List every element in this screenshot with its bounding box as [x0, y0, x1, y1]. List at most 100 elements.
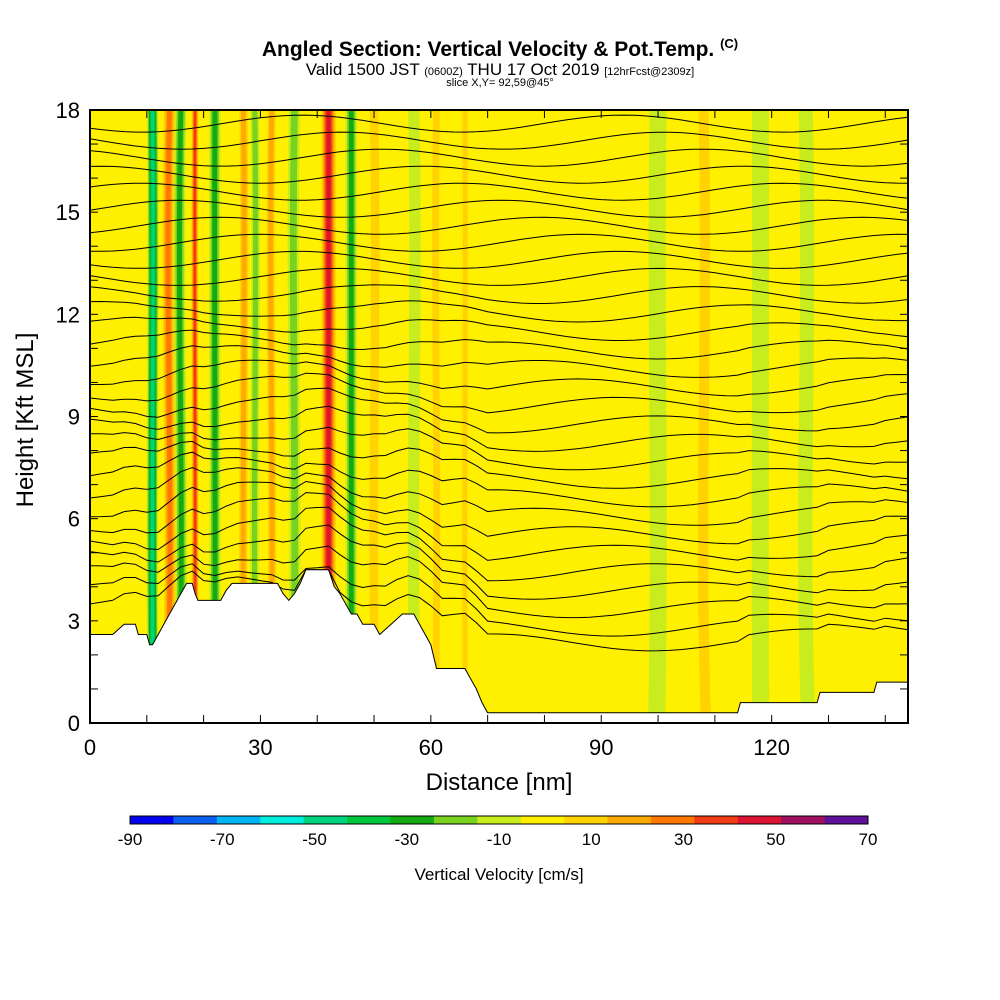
theta-contour-line	[90, 300, 908, 323]
theta-contour-line	[90, 545, 908, 619]
valid-prefix: Valid 1500 JST	[305, 60, 420, 79]
velocity-band	[251, 110, 259, 723]
theta-contour-line	[90, 182, 908, 201]
colorbar-swatch	[347, 816, 391, 824]
colorbar-swatch	[781, 816, 826, 824]
velocity-band	[348, 110, 354, 723]
slice-info: slice X,Y= 92,59@45°	[446, 77, 554, 89]
terrain	[90, 569, 908, 723]
velocity-band	[240, 110, 248, 723]
terrain-profile	[90, 569, 908, 723]
x-tick-label: 120	[753, 735, 790, 760]
y-tick-label: 0	[68, 711, 80, 736]
x-axis-label: Distance [nm]	[426, 769, 573, 796]
theta-contours	[90, 114, 908, 652]
theta-contour-line	[90, 316, 908, 341]
colorbar-tick-label: 70	[859, 830, 878, 849]
title-unit: (C)	[720, 36, 739, 51]
velocity-band	[648, 110, 667, 723]
velocity-band	[751, 110, 770, 723]
theta-contour-line	[90, 148, 908, 167]
colorbar-tick-label: 30	[674, 830, 693, 849]
title-main: Angled Section: Vertical Velocity & Pot.…	[261, 38, 715, 61]
y-tick-label: 6	[68, 507, 80, 532]
colorbar-tick-label: -70	[210, 830, 235, 849]
colorbar-frame	[129, 815, 869, 825]
velocity-band	[212, 110, 218, 723]
valid-utc: (0600Z)	[424, 66, 463, 78]
theta-contour-line	[90, 405, 908, 452]
velocity-band	[267, 110, 275, 723]
colorbar-swatch	[520, 816, 565, 824]
colorbar-tick-label: -90	[118, 830, 143, 849]
colorbar-swatch	[130, 816, 174, 824]
colorbar-swatch	[564, 816, 609, 824]
theta-contour-line	[90, 359, 908, 397]
colorbar-swatch	[433, 816, 478, 824]
theta-contour-line	[90, 216, 908, 235]
colorbar-tick-label: 50	[766, 830, 785, 849]
theta-contour-line	[90, 506, 908, 582]
velocity-band	[697, 110, 712, 723]
theta-contour-line	[90, 451, 908, 508]
forecast-info: [12hrFcst@2309z]	[604, 66, 695, 78]
velocity-band	[369, 110, 381, 723]
colorbar-swatch	[477, 816, 522, 824]
x-axis: 0 30 60 90 120	[84, 110, 886, 760]
theta-contour-line	[90, 131, 908, 150]
theta-contour-line	[90, 480, 908, 545]
theta-contour-line	[90, 267, 908, 286]
theta-contour-line	[90, 233, 908, 252]
velocity-band	[798, 110, 816, 723]
y-tick-label: 18	[56, 98, 80, 123]
colorbar-tick-label: -10	[487, 830, 512, 849]
y-axis-label: Height [Kft MSL]	[12, 333, 39, 508]
colorbar-tick-label: -30	[394, 830, 419, 849]
theta-contour-line	[90, 387, 908, 434]
x-tick-label: 0	[84, 735, 96, 760]
colorbar-swatch	[607, 816, 652, 824]
velocity-band	[175, 110, 184, 723]
theta-contour-line	[90, 524, 908, 600]
colorbar-swatch	[824, 816, 869, 824]
colorbar-swatch	[650, 816, 695, 824]
y-tick-label: 9	[68, 405, 80, 430]
theta-contour-line	[90, 426, 908, 471]
y-tick-label: 3	[68, 609, 80, 634]
theta-contour-line	[90, 563, 908, 637]
theta-contour-line	[90, 492, 908, 561]
y-axis: 0 3 6 9 12 15 18	[56, 98, 908, 736]
theta-contour-line	[90, 569, 908, 652]
velocity-band	[462, 110, 468, 723]
valid-time-line: Valid 1500 JST (0600Z) THU 17 Oct 2019 […	[0, 60, 1000, 80]
theta-contour-line	[90, 165, 908, 184]
theta-contour-line	[90, 199, 908, 218]
colorbar-tick-label: 10	[582, 830, 601, 849]
theta-contour-line	[90, 250, 908, 269]
colorbar-swatch	[303, 816, 348, 824]
theta-contour-line	[90, 372, 908, 414]
x-tick-label: 30	[248, 735, 272, 760]
colorbar-swatch	[216, 816, 261, 824]
y-tick-label: 15	[56, 200, 80, 225]
theta-contour-line	[90, 284, 908, 304]
colorbar-swatch	[694, 816, 739, 824]
y-tick-label: 12	[56, 302, 80, 327]
theta-contour-line	[90, 114, 908, 133]
colorbar-tick-label: -50	[302, 830, 327, 849]
colorbar: -90 -70 -50 -30 -10 10 30 50 70	[118, 815, 878, 849]
theta-contour-line	[90, 466, 908, 526]
theta-contour-line	[90, 345, 908, 378]
chart-title: Angled Section: Vertical Velocity & Pot.…	[0, 36, 1000, 62]
theta-contour-line	[90, 440, 908, 489]
valid-date: THU 17 Oct 2019	[467, 60, 600, 79]
colorbar-swatch	[737, 816, 782, 824]
theta-contour-line	[90, 329, 908, 360]
x-tick-label: 60	[419, 735, 443, 760]
x-tick-label: 90	[589, 735, 613, 760]
colorbar-label: Vertical Velocity [cm/s]	[414, 865, 583, 884]
colorbar-swatch	[173, 816, 218, 824]
colorbar-swatch	[390, 816, 435, 824]
colorbar-swatch	[260, 816, 305, 824]
